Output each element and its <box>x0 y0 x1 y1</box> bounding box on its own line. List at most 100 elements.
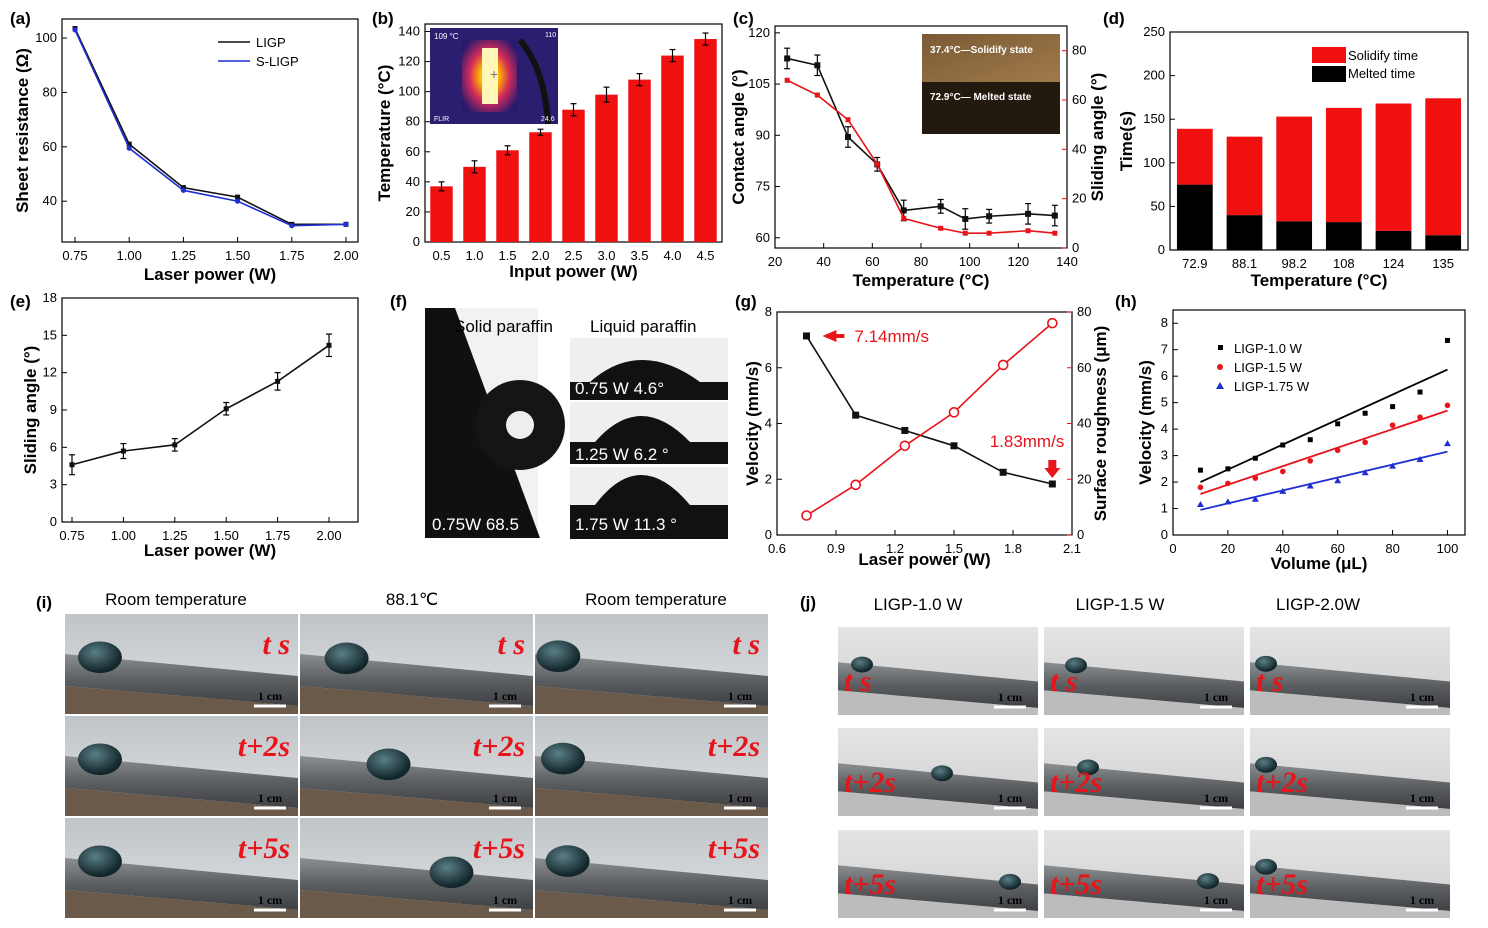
photo-strip <box>1250 662 1450 708</box>
bar <box>463 166 486 242</box>
x-tick-label: 1.25 <box>171 248 196 263</box>
y-tick-label: 40 <box>43 193 57 208</box>
plot-frame <box>1172 309 1466 536</box>
photo-base <box>1250 893 1450 918</box>
data-point <box>1225 466 1231 472</box>
photo-base <box>65 788 298 816</box>
y-tick-label: 120 <box>748 25 770 40</box>
x-tick-label: 0.9 <box>827 541 845 556</box>
x-tick-label: 1.0 <box>465 248 483 263</box>
panel-label-j: (j) <box>800 593 816 612</box>
droplet <box>931 765 953 782</box>
annotation-min: 1.83mm/s <box>990 432 1065 451</box>
y2-tick-label: 0 <box>1077 527 1084 542</box>
photo-strip <box>300 756 533 808</box>
plot-frame <box>61 18 359 243</box>
droplet <box>851 656 873 673</box>
data-point <box>1047 317 1058 329</box>
droplet <box>1255 858 1277 875</box>
thermal-min: 24.6 <box>541 116 555 123</box>
x-tick-label: 40 <box>816 254 830 269</box>
y2-tick-label: 80 <box>1072 43 1086 58</box>
y-tick-label: 2 <box>1161 474 1168 489</box>
droplet <box>1255 756 1277 773</box>
x-tick-label: 0.6 <box>768 541 786 556</box>
data-point <box>223 406 229 412</box>
y-tick-label: 50 <box>1151 198 1165 213</box>
data-point <box>997 359 1009 371</box>
photo-base <box>65 686 298 714</box>
legend-label: LIGP-1.0 W <box>1234 341 1303 356</box>
x-tick-label: 1.8 <box>1004 541 1022 556</box>
time-label: t+2s <box>1050 766 1102 799</box>
data-point <box>1025 210 1032 217</box>
scale-label: 1 cm <box>998 791 1022 805</box>
y-tick-label: 60 <box>43 139 57 154</box>
photo-base <box>1250 690 1450 715</box>
bar <box>562 109 585 242</box>
series-line <box>74 28 346 226</box>
scale-label: 1 cm <box>493 893 517 907</box>
photo-base <box>1250 791 1450 816</box>
y-tick-label: 0 <box>765 527 772 542</box>
x-axis-label: Input power (W) <box>509 262 637 281</box>
data-point <box>938 225 944 231</box>
x-tick-label: 140 <box>1056 254 1078 269</box>
droplet <box>1077 759 1099 776</box>
y-tick-label: 5 <box>1161 395 1168 410</box>
x-tick-label: 60 <box>865 254 879 269</box>
x-tick-label: 4.0 <box>663 248 681 263</box>
fit-line <box>1200 409 1448 495</box>
data-point <box>1279 468 1286 475</box>
data-point <box>1279 487 1287 494</box>
bar-melted <box>1226 215 1263 250</box>
panel-label-g: (g) <box>735 292 757 311</box>
bar-melted <box>1425 235 1462 250</box>
data-point <box>962 230 968 236</box>
data-point <box>1361 469 1369 476</box>
y2-tick-label: 40 <box>1077 416 1091 431</box>
photo-strip <box>65 756 298 808</box>
y-tick-label: 100 <box>35 30 57 45</box>
data-point <box>1225 480 1231 487</box>
data-point <box>343 221 349 227</box>
x-tick-label: 2.1 <box>1063 541 1081 556</box>
x-tick-label: 1.00 <box>117 248 142 263</box>
bar-solidify <box>1226 136 1263 216</box>
y-tick-label: 15 <box>43 327 57 342</box>
scale-label: 1 cm <box>1410 893 1434 907</box>
data-point <box>1197 467 1203 473</box>
y-tick-label: 0 <box>413 234 420 249</box>
y-tick-label: 105 <box>748 76 770 91</box>
scale-label: 1 cm <box>1410 690 1434 704</box>
y-axis-label: Contact angle (°) <box>729 69 748 204</box>
scale-label: 1 cm <box>493 791 517 805</box>
y-tick-label: 90 <box>756 127 770 142</box>
data-point <box>901 215 907 221</box>
panel-i-col-1: Room temperature <box>105 590 247 609</box>
y-tick-label: 100 <box>398 84 420 99</box>
legend-label: Melted time <box>1348 66 1415 81</box>
chart-b-temperature: 0 20 40 60 80 100 120 140 0.5 1.0 1.5 2.0 2.5 3.0 3.5 4… <box>375 23 723 281</box>
data-point <box>1335 421 1341 427</box>
panel-i-col-3: Room temperature <box>585 590 727 609</box>
panel-label-b: (b) <box>372 9 394 28</box>
time-label: t+2s <box>473 730 525 763</box>
y-tick-label: 12 <box>43 365 57 380</box>
x-tick-label: 2.00 <box>333 248 358 263</box>
y-tick-label: 3 <box>50 477 57 492</box>
legend-label: LIGP <box>256 35 286 50</box>
data-point <box>326 342 332 348</box>
y-tick-label: 2 <box>765 471 772 486</box>
data-point <box>900 207 907 214</box>
y-axis-label: Time(s) <box>1117 111 1136 171</box>
x-tick-label: 4.5 <box>696 248 714 263</box>
thermal-temp: 109 °C <box>434 32 459 41</box>
y2-tick-label: 40 <box>1072 141 1086 156</box>
fit-line <box>1200 368 1448 483</box>
time-label: t+5s <box>238 832 290 865</box>
y-tick-label: 80 <box>406 114 420 129</box>
annotation-max: 7.14mm/s <box>854 327 929 346</box>
data-point <box>72 27 78 33</box>
photo-strip <box>838 865 1038 911</box>
